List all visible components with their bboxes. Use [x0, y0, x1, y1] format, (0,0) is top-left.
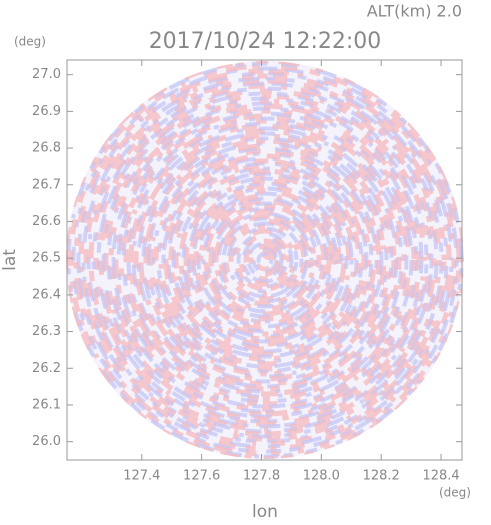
y-tick-label: 26.7 [32, 177, 61, 192]
y-tick-label: 26.1 [32, 397, 61, 412]
x-tick-label: 127.6 [183, 469, 220, 484]
radar-ring [218, 213, 312, 307]
radar-ring [143, 138, 387, 382]
radar-ring [128, 123, 402, 397]
radar-ring [133, 128, 397, 392]
radar-ring [88, 83, 442, 437]
radar-ring [258, 253, 272, 267]
y-tick-label: 26.0 [32, 434, 61, 449]
radar-ring [136, 131, 394, 389]
radar-ring [153, 148, 377, 372]
radar-ring [183, 178, 347, 342]
radar-ring [98, 93, 432, 427]
x-tick-label: 127.4 [123, 469, 160, 484]
x-axis-label: lon [252, 502, 278, 521]
radar-ring [168, 163, 362, 357]
radar-ring [141, 136, 389, 384]
radar-ring [113, 108, 417, 412]
radar-ring [246, 241, 284, 279]
radar-ring [233, 228, 297, 292]
y-unit: (deg) [14, 35, 46, 49]
y-axis-label: lat [0, 249, 20, 271]
x-tick-label: 128.4 [422, 469, 459, 484]
plot-frame [66, 59, 463, 461]
radar-ring [253, 248, 277, 272]
y-tick-label: 26.4 [32, 287, 61, 302]
radar-ring [121, 116, 409, 404]
radar-ring [198, 193, 332, 327]
radar-ring [193, 188, 337, 332]
y-tick-label: 26.3 [32, 324, 61, 339]
radar-ring [226, 221, 304, 299]
radar-ring [83, 78, 447, 442]
radar-ring [148, 143, 382, 377]
radar-ring [223, 218, 307, 302]
x-tick-label: 128.0 [303, 469, 340, 484]
y-tick-label: 26.9 [32, 104, 61, 119]
y-tick-label: 26.6 [32, 214, 61, 229]
radar-ring [78, 73, 452, 447]
radar-ring [158, 153, 372, 367]
radar-field [66, 61, 464, 459]
y-tick-label: 26.8 [32, 141, 61, 156]
radar-ring [108, 103, 422, 417]
radar-ring [228, 223, 302, 297]
radar-ring [163, 158, 367, 362]
radar-ring [188, 183, 342, 337]
radar-ring [118, 113, 412, 407]
y-tick-label: 26.2 [32, 361, 61, 376]
radar-ring [103, 98, 427, 422]
radar-ring [248, 243, 282, 277]
radar-ring [93, 88, 437, 432]
x-tick-label: 128.2 [363, 469, 400, 484]
radar-ring [203, 198, 327, 322]
radar-ring [73, 68, 457, 452]
altitude: ALT(km) 2.0 [367, 2, 462, 21]
radar-ring [213, 208, 317, 312]
radar-ring [173, 168, 357, 352]
radar-ring [236, 231, 294, 289]
chart-title: 2017/10/24 12:22:00 [149, 29, 382, 54]
radar-ring [238, 233, 292, 287]
y-tick-label: 27.0 [32, 67, 61, 82]
radar-ring [178, 173, 352, 347]
radar-ring [68, 63, 462, 457]
radar-ring [123, 118, 407, 402]
y-tick-label: 26.5 [32, 251, 61, 266]
x-unit: (deg) [439, 486, 471, 500]
x-tick-label: 127.8 [243, 469, 280, 484]
radar-ring [208, 203, 322, 317]
radar-ring [243, 238, 287, 282]
